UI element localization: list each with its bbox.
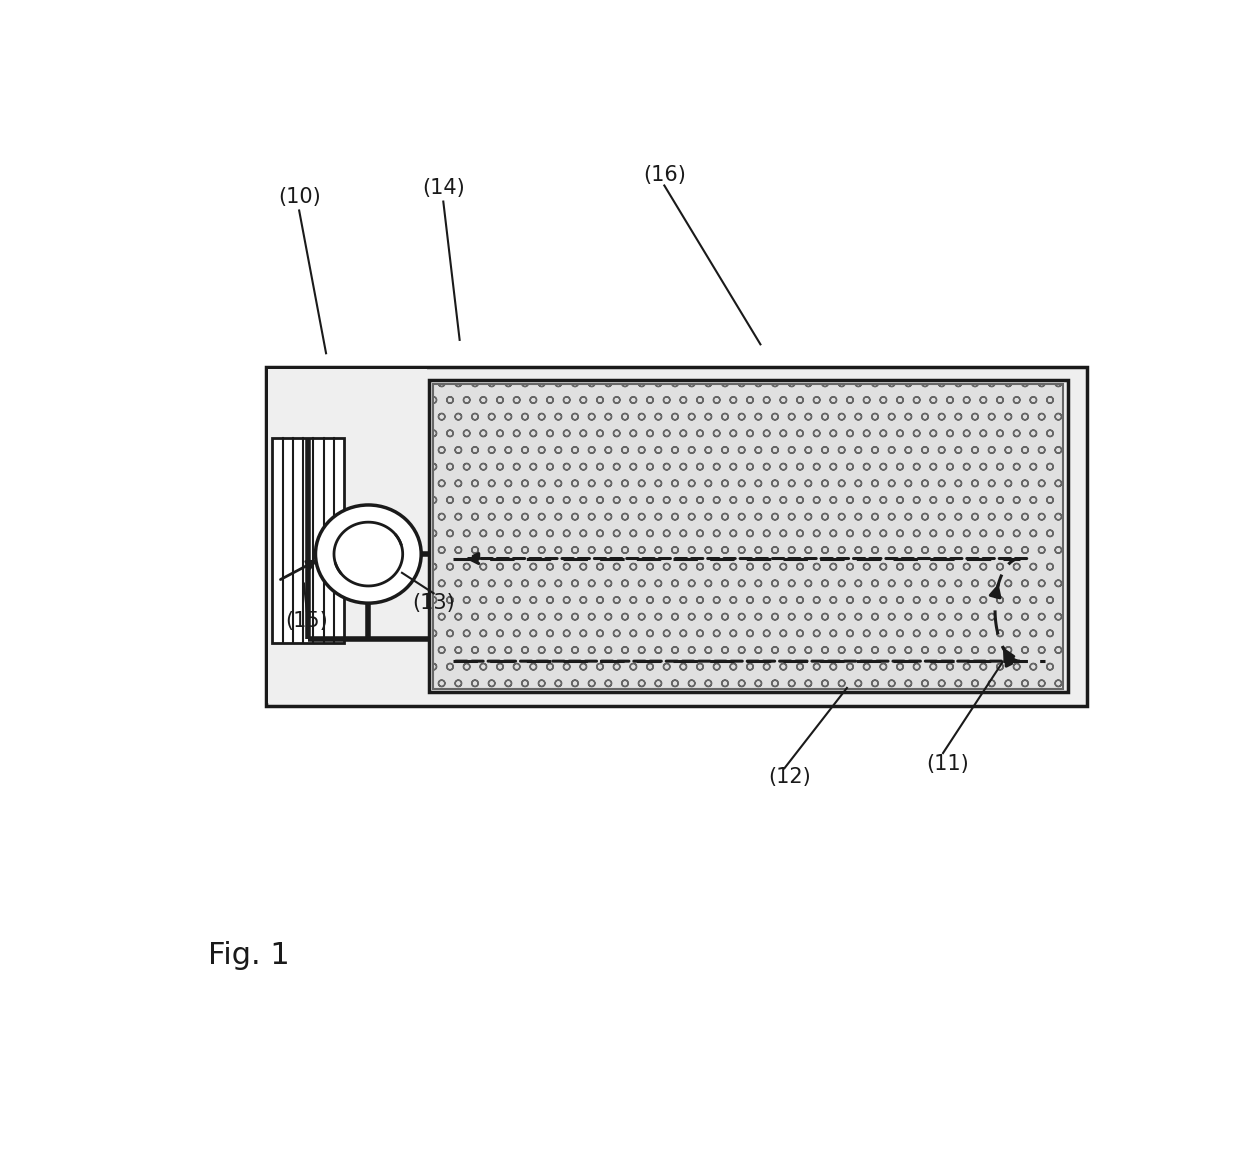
Bar [265, 366, 1087, 706]
Text: Fig. 1: Fig. 1 [208, 941, 290, 970]
Text: (14): (14) [422, 178, 465, 198]
Bar [273, 438, 345, 643]
Text: (12): (12) [768, 767, 811, 787]
Circle shape [315, 505, 422, 603]
Text: (16): (16) [642, 165, 686, 184]
Text: (13): (13) [413, 593, 455, 613]
Text: (11): (11) [926, 753, 970, 774]
Text: (15): (15) [285, 611, 329, 630]
Bar [433, 385, 1063, 688]
Text: (10): (10) [278, 187, 320, 207]
Bar [429, 380, 1068, 692]
Bar [268, 370, 427, 704]
